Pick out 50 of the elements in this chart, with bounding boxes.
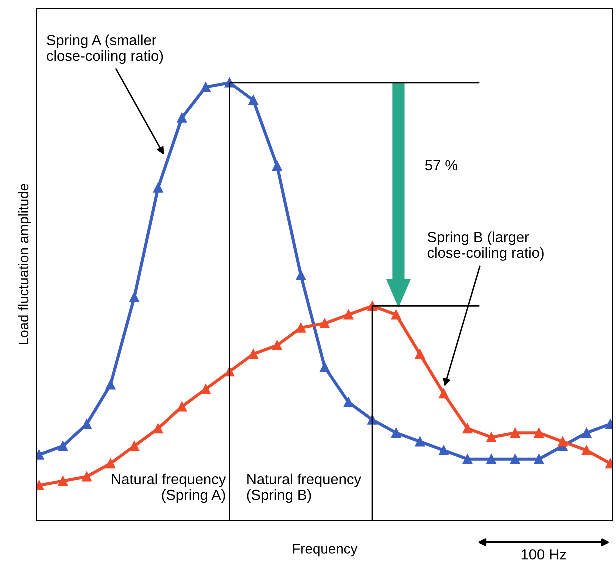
- point: [82, 472, 92, 482]
- point: [320, 362, 330, 372]
- point: [248, 96, 258, 106]
- point: [510, 454, 520, 464]
- point: [415, 349, 425, 360]
- point: [224, 78, 235, 88]
- annotation: Spring B (larger close-coiling ratio): [428, 232, 544, 262]
- point: [296, 270, 306, 280]
- point: [558, 436, 568, 447]
- point: [177, 113, 187, 123]
- point: [106, 458, 116, 469]
- point: [58, 476, 68, 486]
- point: [153, 183, 164, 193]
- point: [462, 454, 473, 464]
- point: [272, 340, 282, 350]
- point: [248, 349, 258, 360]
- point: [439, 446, 449, 456]
- point: [534, 428, 544, 438]
- text: 100 Hz: [522, 549, 566, 560]
- point: [582, 428, 592, 438]
- point: [486, 454, 496, 464]
- point: [486, 432, 496, 442]
- point: [510, 428, 520, 438]
- point: [82, 419, 92, 430]
- point: [462, 424, 473, 434]
- point: [296, 323, 306, 333]
- point: [130, 441, 140, 452]
- point: [391, 428, 402, 438]
- point: [177, 402, 187, 412]
- y-axis-title: Load fluctuation amplitude: [18, 184, 32, 345]
- annotation: Natural frequency (Spring B): [247, 474, 362, 504]
- annotation: Natural frequency (Spring A): [112, 474, 226, 504]
- point: [58, 441, 68, 452]
- point: [344, 310, 354, 320]
- point: [391, 310, 402, 320]
- point: [320, 318, 330, 329]
- point: [439, 388, 449, 399]
- x-axis-title: Frequency: [293, 544, 358, 557]
- point: [106, 380, 116, 390]
- point: [201, 82, 211, 92]
- point: [582, 446, 592, 456]
- point: [130, 292, 140, 302]
- text: Spring A (smaller close-coiling ratio): [47, 34, 164, 64]
- point: [272, 161, 282, 171]
- point: [201, 384, 211, 394]
- point: [534, 454, 544, 464]
- point: [415, 436, 425, 447]
- point: [344, 398, 354, 408]
- annotation: 57 %: [425, 160, 458, 171]
- point: [153, 424, 164, 434]
